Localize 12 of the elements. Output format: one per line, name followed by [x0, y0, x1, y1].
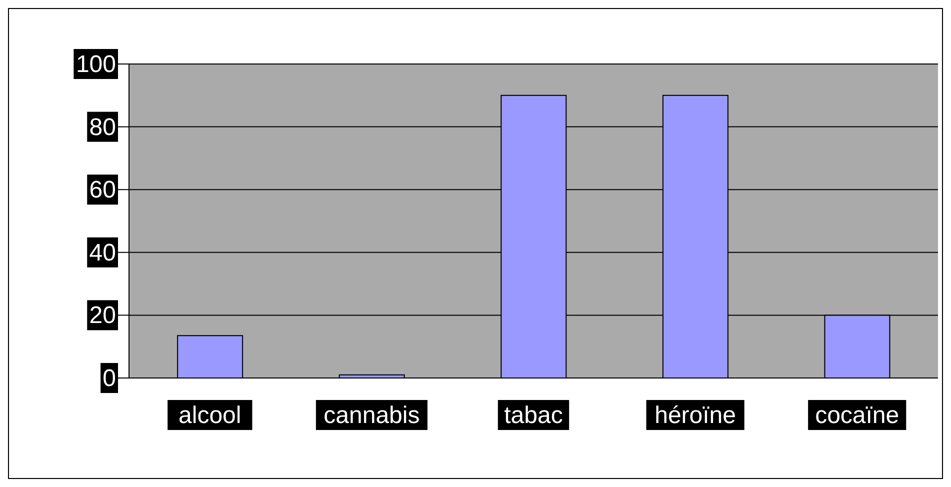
x-tick-label: héroïne	[654, 402, 736, 429]
x-tick-label: tabac	[504, 402, 563, 429]
y-tick-label: 0	[102, 365, 116, 392]
x-tick-label: cocaïne	[815, 402, 900, 429]
y-tick-label: 60	[89, 176, 116, 204]
x-tick-label: alcool	[178, 402, 242, 429]
y-tick-label: 20	[89, 302, 116, 330]
y-tick-label: 40	[89, 239, 116, 266]
bar	[177, 335, 244, 378]
y-tick-label: 80	[89, 114, 116, 141]
x-tick-label: cannabis	[324, 402, 420, 429]
y-tick-label: 100	[76, 51, 116, 78]
